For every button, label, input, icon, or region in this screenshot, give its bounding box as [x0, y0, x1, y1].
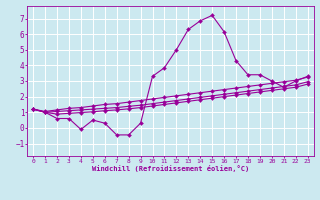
X-axis label: Windchill (Refroidissement éolien,°C): Windchill (Refroidissement éolien,°C): [92, 165, 249, 172]
